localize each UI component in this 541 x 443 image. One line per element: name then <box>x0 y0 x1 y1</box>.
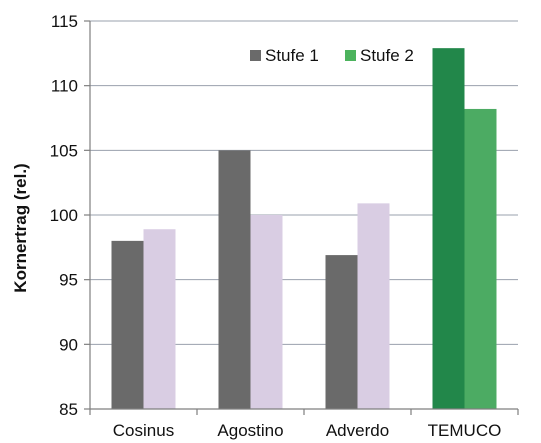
legend-label-stufe2: Stufe 2 <box>360 46 414 65</box>
y-tick-label-105: 105 <box>50 141 78 160</box>
bar-agostino-stufe1 <box>218 150 251 410</box>
axes <box>84 20 519 415</box>
y-tick-label-115: 115 <box>51 12 78 31</box>
bar-adverdo-stufe2 <box>357 203 390 409</box>
y-axis-title: Kornertrag (rel.) <box>11 163 30 292</box>
x-category-labels: Cosinus Agostino Adverdo TEMUCO <box>113 421 502 440</box>
bar-adverdo-stufe1 <box>325 255 358 409</box>
y-tick-label-90: 90 <box>59 335 78 354</box>
y-tick-label-85: 85 <box>59 400 78 419</box>
x-label-agostino: Agostino <box>217 421 283 440</box>
legend: Stufe 1 Stufe 2 <box>250 46 414 65</box>
bar-cosinus-stufe1 <box>111 240 144 409</box>
legend-swatch-stufe1 <box>250 50 261 61</box>
bar-temuco-stufe2 <box>464 108 497 410</box>
legend-label-stufe1: Stufe 1 <box>265 46 319 65</box>
bar-cosinus-stufe2 <box>143 229 176 409</box>
bars <box>111 48 497 410</box>
bar-temuco-stufe1 <box>432 48 465 409</box>
x-label-adverdo: Adverdo <box>326 421 389 440</box>
y-tick-label-95: 95 <box>59 271 78 290</box>
x-label-cosinus: Cosinus <box>113 421 174 440</box>
y-tick-labels: 85 90 95 100 105 110 115 <box>50 12 78 419</box>
x-label-temuco: TEMUCO <box>428 421 502 440</box>
y-tick-label-100: 100 <box>50 206 78 225</box>
y-tick-label-110: 110 <box>51 77 78 96</box>
bar-agostino-stufe2 <box>250 215 283 409</box>
legend-swatch-stufe2 <box>345 50 356 61</box>
